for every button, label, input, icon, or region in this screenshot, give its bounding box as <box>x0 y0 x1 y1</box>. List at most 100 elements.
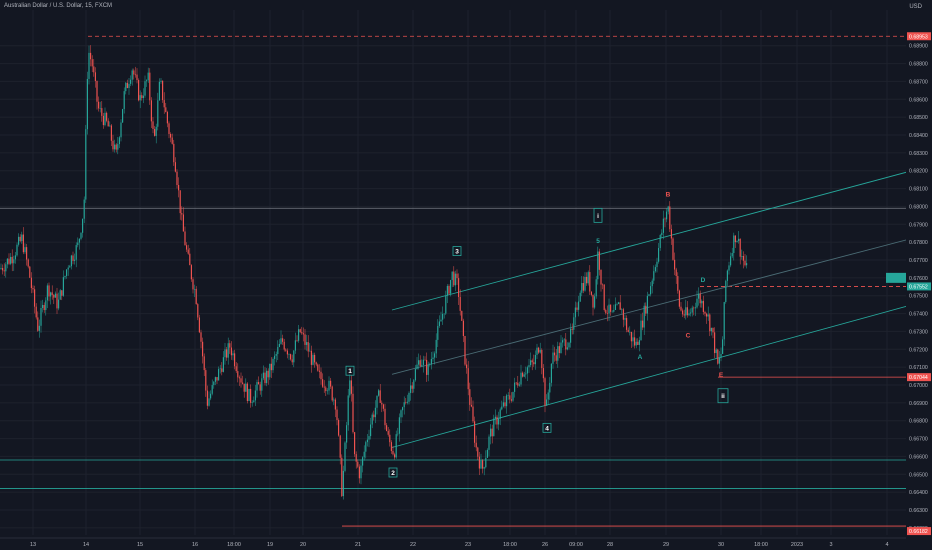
candle-body <box>163 100 165 108</box>
candle-body <box>390 442 392 451</box>
candle-body <box>698 293 700 299</box>
candle-body <box>86 78 88 130</box>
candle-body <box>45 300 47 311</box>
candle-body <box>714 332 716 354</box>
candle-body <box>323 386 325 388</box>
candle-body <box>58 299 60 309</box>
candle-body <box>453 271 455 286</box>
candle-body <box>2 268 4 271</box>
candle-body <box>202 341 204 357</box>
candle-body <box>451 271 453 280</box>
candle-body <box>198 317 200 333</box>
candle-body <box>386 425 388 431</box>
candle-body <box>702 300 704 312</box>
price-label-bg <box>907 373 931 382</box>
candle-body <box>701 300 703 304</box>
candle-body <box>26 247 28 260</box>
candle-body <box>187 249 189 254</box>
candle-body <box>139 95 141 101</box>
candle-body <box>354 432 356 455</box>
candle-body <box>309 350 311 352</box>
candle-body <box>558 346 560 354</box>
price-tick-label: 0.68200 <box>909 169 928 175</box>
candle-body <box>222 357 224 372</box>
candle-body <box>226 349 228 358</box>
candle-body <box>350 380 352 394</box>
candle-body <box>211 385 213 394</box>
candle-body <box>576 307 578 310</box>
time-axis[interactable]: 13 14 15 16 18:00 19 20 21 22 23 18:00 26 09:00 28 29 3… <box>0 537 906 548</box>
candle-body <box>406 401 408 403</box>
wave-label-box <box>452 246 462 256</box>
candle-body <box>738 238 740 242</box>
candle-body <box>362 457 364 466</box>
candle-body <box>539 349 541 353</box>
chart-title: Australian Dollar / U.S. Dollar, 15, FXC… <box>4 3 113 9</box>
candle-body <box>240 378 242 383</box>
candle-body <box>334 399 336 410</box>
time-tick-label: 14 <box>83 542 89 548</box>
candle-body <box>717 349 719 364</box>
candle-body <box>70 255 72 267</box>
candle-body <box>414 369 416 381</box>
candle-body <box>515 382 517 384</box>
candle-body <box>573 317 575 330</box>
candle-body <box>613 310 615 312</box>
candle-body <box>291 359 293 363</box>
candle-body <box>520 372 522 385</box>
candle-body <box>378 390 380 396</box>
candle-body <box>317 364 319 371</box>
candle-body <box>35 306 37 318</box>
candle-body <box>461 310 463 321</box>
candle-body <box>136 74 138 81</box>
candle-body <box>24 247 26 253</box>
candle-body <box>616 303 618 305</box>
candle-body <box>653 271 655 281</box>
candle-body <box>147 72 149 81</box>
candle-body <box>459 297 461 311</box>
candle-body <box>150 100 152 122</box>
candle-body <box>464 336 466 365</box>
candle-body <box>120 122 122 138</box>
candle-body <box>646 295 648 314</box>
candle-body <box>726 270 728 281</box>
candle-body <box>469 389 471 405</box>
candle-body <box>78 238 80 243</box>
candle-body <box>80 232 82 239</box>
candle-body <box>482 460 484 469</box>
candle-body <box>501 406 503 410</box>
candle-body <box>34 289 36 307</box>
price-tick-label: 0.67200 <box>909 347 928 353</box>
candle-body <box>347 395 349 426</box>
candle-body <box>707 314 709 317</box>
price-axis-bg <box>906 0 932 550</box>
candle-body <box>259 384 261 391</box>
candle-body <box>557 346 559 361</box>
candle-body <box>192 279 194 290</box>
candle-body <box>360 465 362 479</box>
candle-body <box>582 283 584 291</box>
candle-body <box>138 80 140 101</box>
candle-body <box>310 350 312 365</box>
price-tick-label: 0.68700 <box>909 79 928 85</box>
price-label-text: 0.67552 <box>909 284 928 290</box>
candle-body <box>133 70 135 75</box>
candle-body <box>474 421 476 443</box>
candle-body <box>510 399 512 401</box>
candle-body <box>502 402 504 407</box>
candle-body <box>54 293 56 298</box>
candle-body <box>437 325 439 340</box>
candle-body <box>294 340 296 351</box>
candle-body <box>168 123 170 134</box>
candle-body <box>544 378 546 406</box>
candle-body <box>312 354 314 365</box>
time-tick-label: 30 <box>718 542 724 548</box>
price-axis[interactable]: 0.68900 0.68800 0.68700 0.68600 0.68500 0.684… <box>886 0 932 550</box>
candle-body <box>8 258 10 264</box>
candle-body <box>723 302 725 340</box>
candle-body <box>293 350 295 363</box>
candle-body <box>37 317 39 331</box>
candle-body <box>488 436 490 450</box>
price-label-text: 0.66182 <box>909 529 928 535</box>
